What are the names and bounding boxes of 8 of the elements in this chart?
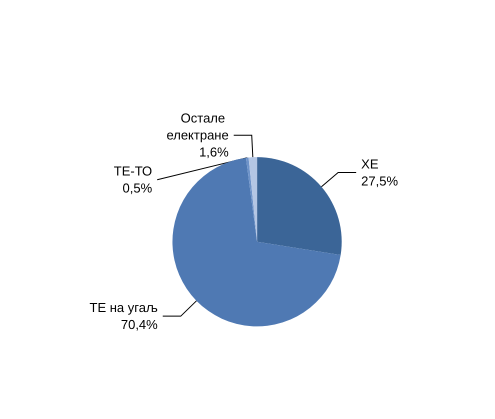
data-label: 0,5% [122, 180, 153, 196]
data-label: 27,5% [361, 173, 398, 188]
slice-label: ХЕ [361, 156, 379, 172]
slice-label: Остале електране [166, 110, 229, 143]
slice-label: ТЕ-ТО [114, 164, 152, 179]
slice-label: ТЕ на угаљ [90, 300, 158, 316]
data-label: 1,6% [199, 144, 230, 160]
data-label: 70,4% [120, 317, 158, 332]
